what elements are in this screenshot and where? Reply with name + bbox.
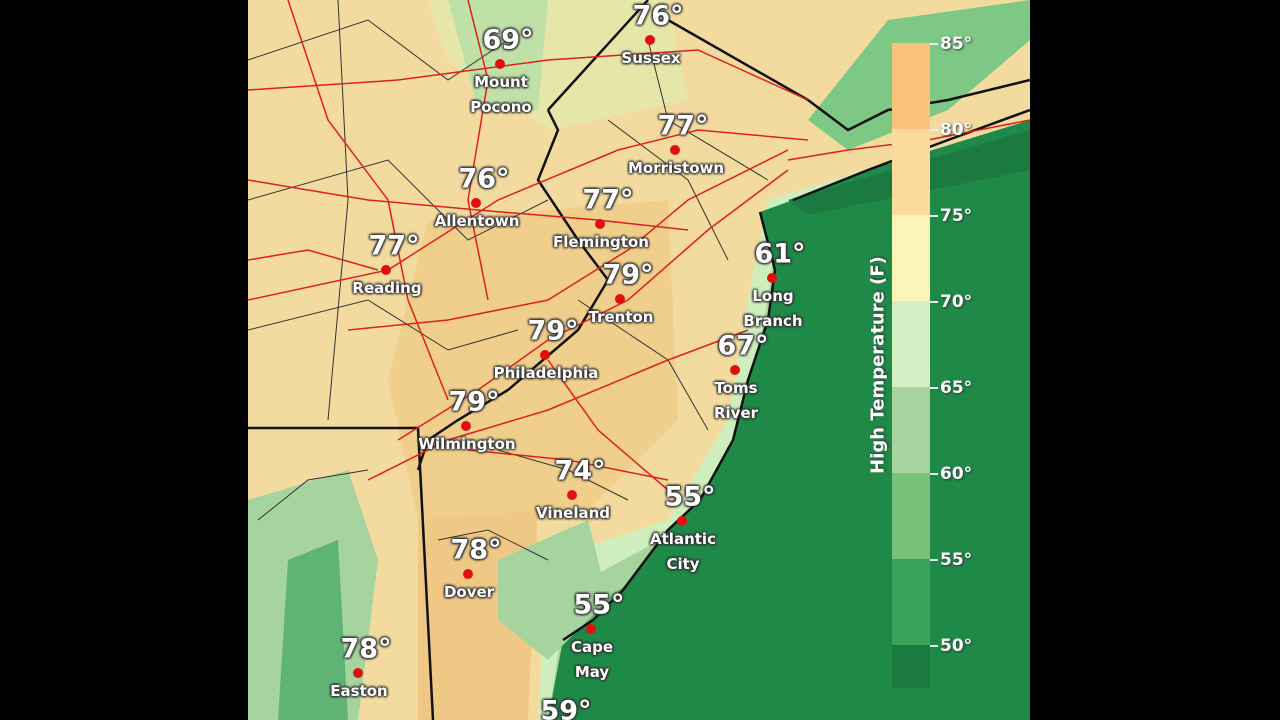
legend-band	[892, 645, 930, 688]
city-name: Philadelphia	[493, 364, 599, 382]
city-dot	[495, 59, 505, 69]
city-name: Long	[752, 287, 794, 305]
city-temperature: 67°	[717, 330, 769, 362]
city-temperature: 77°	[657, 110, 709, 142]
legend-tick	[930, 43, 938, 45]
city-name: Sussex	[621, 49, 681, 67]
delaware-bay	[498, 520, 608, 660]
legend-tick-label: 85°	[940, 34, 973, 54]
legend-tick	[930, 645, 938, 647]
city-dot	[463, 569, 473, 579]
city-temperature: 74°	[554, 455, 606, 487]
city-dot	[567, 490, 577, 500]
legend-tick	[930, 129, 938, 131]
legend-tick	[930, 215, 938, 217]
legend-tick	[930, 473, 938, 475]
city-name: Trenton	[588, 308, 654, 326]
city-temperature: 78°	[340, 633, 392, 665]
legend-tick-label: 70°	[940, 292, 973, 312]
city-dot	[767, 273, 777, 283]
city-name: Atlantic	[650, 530, 716, 548]
city-dot	[677, 516, 687, 526]
legend-tick	[930, 301, 938, 303]
city-dot	[670, 145, 680, 155]
city-dot	[461, 421, 471, 431]
city-temperature: 76°	[632, 0, 684, 32]
city-name: May	[574, 663, 610, 681]
legend-tick-label: 55°	[940, 550, 973, 570]
legend-tick-label: 60°	[940, 464, 973, 484]
legend-tick-label: 80°	[940, 120, 973, 140]
city-dot	[586, 624, 596, 634]
city-dot	[381, 265, 391, 275]
city-name: Easton	[330, 682, 388, 700]
warm-area	[388, 200, 678, 520]
color-legend: 85° 80° 75° 70° 65° 60° 55° 50°	[892, 34, 972, 688]
city-name: River	[713, 404, 759, 422]
city-name: Pocono	[470, 98, 532, 116]
chesapeake-bay	[278, 540, 348, 720]
city-name: Branch	[743, 312, 803, 330]
city-temperature: 79°	[448, 386, 500, 418]
city-temperature: 55°	[664, 481, 716, 513]
legend-band	[892, 215, 930, 301]
city-dot	[645, 35, 655, 45]
city-temperature: 61°	[754, 238, 806, 270]
city-temperature: 79°	[602, 259, 654, 291]
city-name: Mount	[474, 73, 528, 91]
city-name: Cape	[570, 638, 614, 656]
city-temperature: 79°	[527, 315, 579, 347]
legend-band	[892, 387, 930, 473]
legend-title: High Temperature (F)	[867, 256, 889, 474]
pocono-cool-area	[448, 0, 548, 110]
city-name: Morristown	[627, 159, 725, 177]
city-name: Reading	[352, 279, 422, 297]
legend-band	[892, 301, 930, 387]
city-temperature: 76°	[458, 163, 510, 195]
city-dot	[615, 294, 625, 304]
city-temperature: 77°	[582, 184, 634, 216]
city-temperature: 55°	[573, 589, 625, 621]
legend-band	[892, 43, 930, 129]
legend-tick-label: 50°	[940, 636, 973, 656]
city-name: Vineland	[535, 504, 611, 522]
city-name: Toms	[714, 379, 758, 397]
county-lines	[248, 0, 769, 561]
city-name: Wilmington	[418, 435, 516, 453]
legend-band	[892, 559, 930, 645]
roads	[248, 0, 1030, 491]
city-dot	[471, 198, 481, 208]
city-name: Dover	[443, 583, 495, 601]
legend-band	[892, 473, 930, 559]
city-name: Flemington	[553, 233, 649, 251]
city-dot	[353, 668, 363, 678]
city-dot	[730, 365, 740, 375]
city-temperature: 59°	[540, 695, 592, 720]
city-temperature: 77°	[368, 230, 420, 262]
legend-tick	[930, 559, 938, 561]
city-name: Allentown	[434, 212, 520, 230]
city-dot	[595, 219, 605, 229]
legend-tick-label: 65°	[940, 378, 973, 398]
legend-band	[892, 129, 930, 215]
city-dot	[540, 350, 550, 360]
city-temperature: 78°	[450, 534, 502, 566]
legend-tick-label: 75°	[940, 206, 973, 226]
legend-tick	[930, 387, 938, 389]
city-name: City	[666, 555, 700, 573]
city-temperature: 69°	[482, 24, 534, 56]
